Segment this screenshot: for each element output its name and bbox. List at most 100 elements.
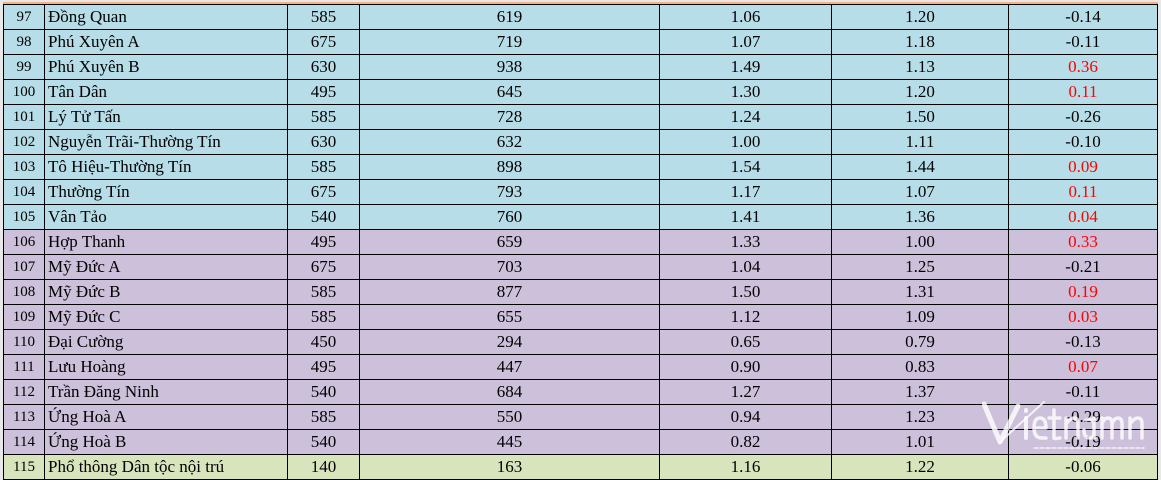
diff-cell[interactable]: 0.11 — [1008, 79, 1158, 105]
ratio-old-cell[interactable]: 1.44 — [831, 154, 1009, 180]
quota-cell[interactable]: 540 — [287, 429, 360, 455]
quota-cell[interactable]: 540 — [287, 204, 360, 230]
diff-cell[interactable]: 0.03 — [1008, 304, 1158, 330]
quota-cell[interactable]: 630 — [287, 54, 360, 80]
school-name[interactable]: Ứng Hoà B — [44, 429, 288, 455]
quota-cell[interactable]: 495 — [287, 229, 360, 255]
school-name[interactable]: Ứng Hoà A — [44, 404, 288, 430]
ratio-old-cell[interactable]: 1.22 — [831, 454, 1009, 480]
diff-cell[interactable]: -0.26 — [1008, 104, 1158, 130]
school-name[interactable]: Đại Cường — [44, 329, 288, 355]
school-name[interactable]: Phổ thông Dân tộc nội trú — [44, 454, 288, 480]
ratio-old-cell[interactable]: 1.25 — [831, 254, 1009, 280]
row-number[interactable]: 102 — [3, 129, 45, 155]
diff-cell[interactable]: 0.07 — [1008, 354, 1158, 380]
row-number[interactable]: 114 — [3, 429, 45, 455]
diff-cell[interactable]: -0.10 — [1008, 129, 1158, 155]
quota-cell[interactable]: 585 — [287, 304, 360, 330]
quota-cell[interactable]: 495 — [287, 79, 360, 105]
diff-cell[interactable]: 0.04 — [1008, 204, 1158, 230]
quota-cell[interactable]: 675 — [287, 254, 360, 280]
ratio-new-cell[interactable]: 1.33 — [659, 229, 832, 255]
row-number[interactable]: 110 — [3, 329, 45, 355]
school-name[interactable]: Phú Xuyên A — [44, 29, 288, 55]
row-number[interactable]: 107 — [3, 254, 45, 280]
registered-cell[interactable]: 659 — [359, 229, 660, 255]
ratio-old-cell[interactable]: 1.01 — [831, 429, 1009, 455]
school-name[interactable]: Mỹ Đức B — [44, 279, 288, 305]
ratio-old-cell[interactable]: 1.11 — [831, 129, 1009, 155]
quota-cell[interactable]: 675 — [287, 179, 360, 205]
ratio-new-cell[interactable]: 1.24 — [659, 104, 832, 130]
ratio-new-cell[interactable]: 1.04 — [659, 254, 832, 280]
ratio-old-cell[interactable]: 1.20 — [831, 4, 1009, 30]
row-number[interactable]: 100 — [3, 79, 45, 105]
registered-cell[interactable]: 619 — [359, 4, 660, 30]
registered-cell[interactable]: 655 — [359, 304, 660, 330]
ratio-old-cell[interactable]: 1.36 — [831, 204, 1009, 230]
row-number[interactable]: 104 — [3, 179, 45, 205]
school-name[interactable]: Thường Tín — [44, 179, 288, 205]
registered-cell[interactable]: 793 — [359, 179, 660, 205]
registered-cell[interactable]: 445 — [359, 429, 660, 455]
quota-cell[interactable]: 585 — [287, 4, 360, 30]
quota-cell[interactable]: 585 — [287, 154, 360, 180]
ratio-old-cell[interactable]: 1.00 — [831, 229, 1009, 255]
row-number[interactable]: 109 — [3, 304, 45, 330]
diff-cell[interactable]: -0.06 — [1008, 454, 1158, 480]
ratio-new-cell[interactable]: 0.94 — [659, 404, 832, 430]
diff-cell[interactable]: 0.36 — [1008, 54, 1158, 80]
school-name[interactable]: Phú Xuyên B — [44, 54, 288, 80]
registered-cell[interactable]: 728 — [359, 104, 660, 130]
school-name[interactable]: Tân Dân — [44, 79, 288, 105]
school-name[interactable]: Trần Đăng Ninh — [44, 379, 288, 405]
registered-cell[interactable]: 550 — [359, 404, 660, 430]
school-name[interactable]: Hợp Thanh — [44, 229, 288, 255]
quota-cell[interactable]: 675 — [287, 29, 360, 55]
diff-cell[interactable]: -0.13 — [1008, 329, 1158, 355]
ratio-old-cell[interactable]: 1.07 — [831, 179, 1009, 205]
row-number[interactable]: 98 — [3, 29, 45, 55]
registered-cell[interactable]: 294 — [359, 329, 660, 355]
diff-cell[interactable]: -0.19 — [1008, 429, 1158, 455]
school-name[interactable]: Đồng Quan — [44, 4, 288, 30]
diff-cell[interactable]: 0.33 — [1008, 229, 1158, 255]
ratio-new-cell[interactable]: 1.12 — [659, 304, 832, 330]
quota-cell[interactable]: 540 — [287, 379, 360, 405]
ratio-new-cell[interactable]: 1.54 — [659, 154, 832, 180]
diff-cell[interactable]: -0.14 — [1008, 4, 1158, 30]
school-name[interactable]: Lưu Hoàng — [44, 354, 288, 380]
quota-cell[interactable]: 585 — [287, 404, 360, 430]
ratio-old-cell[interactable]: 1.37 — [831, 379, 1009, 405]
ratio-new-cell[interactable]: 0.82 — [659, 429, 832, 455]
registered-cell[interactable]: 684 — [359, 379, 660, 405]
quota-cell[interactable]: 630 — [287, 129, 360, 155]
registered-cell[interactable]: 163 — [359, 454, 660, 480]
row-number[interactable]: 101 — [3, 104, 45, 130]
ratio-new-cell[interactable]: 1.17 — [659, 179, 832, 205]
diff-cell[interactable]: -0.11 — [1008, 29, 1158, 55]
ratio-new-cell[interactable]: 0.90 — [659, 354, 832, 380]
diff-cell[interactable]: 0.11 — [1008, 179, 1158, 205]
row-number[interactable]: 113 — [3, 404, 45, 430]
ratio-new-cell[interactable]: 1.41 — [659, 204, 832, 230]
quota-cell[interactable]: 140 — [287, 454, 360, 480]
row-number[interactable]: 105 — [3, 204, 45, 230]
school-name[interactable]: Mỹ Đức C — [44, 304, 288, 330]
registered-cell[interactable]: 447 — [359, 354, 660, 380]
row-number[interactable]: 111 — [3, 354, 45, 380]
row-number[interactable]: 103 — [3, 154, 45, 180]
school-name[interactable]: Mỹ Đức A — [44, 254, 288, 280]
ratio-old-cell[interactable]: 1.20 — [831, 79, 1009, 105]
ratio-new-cell[interactable]: 1.00 — [659, 129, 832, 155]
ratio-old-cell[interactable]: 0.79 — [831, 329, 1009, 355]
registered-cell[interactable]: 703 — [359, 254, 660, 280]
registered-cell[interactable]: 645 — [359, 79, 660, 105]
diff-cell[interactable]: -0.29 — [1008, 404, 1158, 430]
registered-cell[interactable]: 938 — [359, 54, 660, 80]
ratio-new-cell[interactable]: 1.49 — [659, 54, 832, 80]
diff-cell[interactable]: 0.19 — [1008, 279, 1158, 305]
row-number[interactable]: 112 — [3, 379, 45, 405]
registered-cell[interactable]: 877 — [359, 279, 660, 305]
school-name[interactable]: Lý Tử Tấn — [44, 104, 288, 130]
